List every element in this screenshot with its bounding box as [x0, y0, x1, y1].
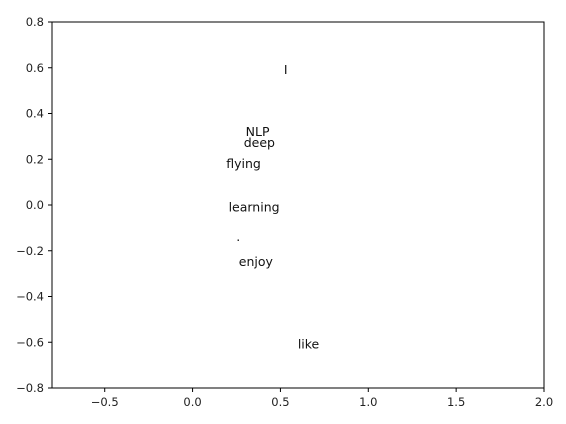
x-tick-label: 1.5 — [447, 395, 465, 409]
y-tick-label: 0.2 — [26, 152, 44, 166]
point-label: learning — [229, 199, 280, 214]
y-tick-label: −0.8 — [16, 381, 44, 395]
y-tick-label: −0.2 — [16, 244, 44, 258]
point-label: . — [236, 229, 240, 244]
axes-frame — [51, 21, 545, 389]
point-label: deep — [244, 135, 275, 150]
y-tick-label: −0.4 — [16, 290, 44, 304]
point-label: NLP — [246, 124, 270, 139]
y-axis: −0.8 −0.6 −0.4 −0.2 0.0 0.2 0.4 0.6 0.8 — [16, 15, 52, 395]
x-tick-label: 1.0 — [359, 395, 377, 409]
x-tick-label: −0.5 — [91, 395, 119, 409]
x-tick-label: 2.0 — [535, 395, 553, 409]
x-tick-label: 0.5 — [271, 395, 289, 409]
y-tick-label: 0.8 — [26, 15, 44, 29]
point-label: I — [284, 62, 288, 77]
point-label: flying — [226, 156, 261, 171]
y-tick-label: 0.0 — [26, 198, 44, 212]
x-axis: −0.5 0.0 0.5 1.0 1.5 2.0 — [91, 388, 553, 409]
y-tick-label: 0.4 — [26, 107, 44, 121]
x-tick-label: 0.0 — [183, 395, 201, 409]
point-label: like — [298, 337, 320, 352]
y-tick-label: 0.6 — [26, 61, 44, 75]
point-label: enjoy — [239, 254, 274, 269]
y-tick-label: −0.6 — [16, 335, 44, 349]
